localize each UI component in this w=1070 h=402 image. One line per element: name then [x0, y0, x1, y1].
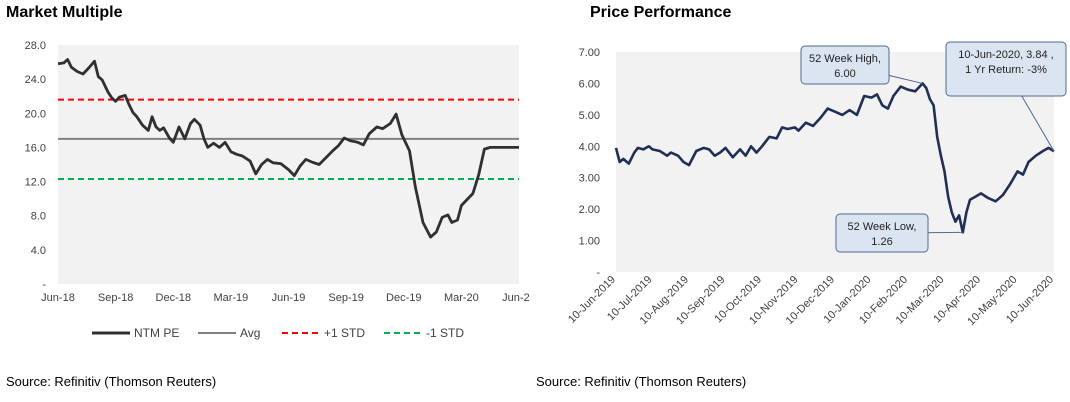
y-tick-label: 7.00	[579, 47, 600, 59]
callout-text: 52 Week Low,	[848, 221, 917, 233]
y-tick-label: 24.0	[25, 74, 46, 86]
x-tick-label: Sep-19	[328, 292, 363, 304]
plot-area	[58, 45, 519, 284]
x-tick-label: Sep-18	[98, 292, 133, 304]
callout-box	[835, 213, 929, 253]
left-source-note: Source: Refinitiv (Thomson Reuters)	[6, 374, 217, 389]
legend-label: -1 STD	[426, 326, 464, 340]
y-tick-label: 5.00	[579, 110, 600, 122]
market-multiple-chart: - 4.0 8.0 12.0 16.0 20.0 24.0 28.0 Jun-18 Sep-18 D…	[25, 40, 530, 340]
y-tick-label: 4.0	[31, 245, 46, 257]
callout-text: 1.26	[871, 236, 892, 248]
left-chart-title: Market Multiple	[6, 4, 123, 21]
y-tick-label: -	[42, 279, 46, 291]
legend-label: +1 STD	[324, 326, 365, 340]
callout-current-price: 10-Jun-2020, 3.84 , 1 Yr Return: -3%	[945, 41, 1067, 152]
y-tick-label: 6.00	[579, 78, 600, 90]
y-tick-label: 8.0	[31, 211, 46, 223]
y-tick-label: 1.00	[579, 236, 600, 248]
x-tick-label: Mar-20	[444, 292, 479, 304]
legend-label: NTM PE	[134, 326, 179, 340]
y-tick-label: 20.0	[25, 108, 46, 120]
x-tick-label: Jun-20	[502, 292, 530, 304]
callout-text: 10-Jun-2020, 3.84 ,	[958, 49, 1053, 61]
y-tick-label: -	[596, 267, 600, 279]
y-tick-label: 2.00	[579, 204, 600, 216]
price-performance-chart: -1.002.003.004.005.006.007.0010-Jun-2019…	[566, 41, 1067, 328]
callout-text: 6.00	[834, 68, 855, 80]
y-tick-label: 3.00	[579, 173, 600, 185]
x-tick-label: Dec-19	[386, 292, 421, 304]
callout-box	[800, 45, 890, 85]
callout-52-week-low: 52 Week Low, 1.26	[835, 213, 963, 253]
callout-box	[945, 41, 1067, 97]
callout-text: 1 Yr Return: -3%	[965, 64, 1047, 76]
right-source-note: Source: Refinitiv (Thomson Reuters)	[536, 374, 747, 389]
legend-label: Avg	[240, 326, 260, 340]
y-tick-label: 16.0	[25, 142, 46, 154]
price-line	[614, 82, 1055, 234]
x-tick-label: Dec-18	[156, 292, 191, 304]
ntm-pe-line	[57, 58, 519, 239]
callout-text: 52 Week High,	[809, 53, 881, 65]
y-tick-label: 4.00	[579, 141, 600, 153]
x-tick-label: Jun-18	[41, 292, 75, 304]
right-chart-title: Price Performance	[590, 4, 732, 21]
x-tick-label: Mar-19	[213, 292, 248, 304]
callout-52-week-high: 52 Week High, 6.00	[800, 45, 923, 85]
y-tick-label: 28.0	[25, 40, 46, 52]
y-tick-label: 12.0	[25, 177, 46, 189]
x-tick-label: Jun-19	[272, 292, 306, 304]
